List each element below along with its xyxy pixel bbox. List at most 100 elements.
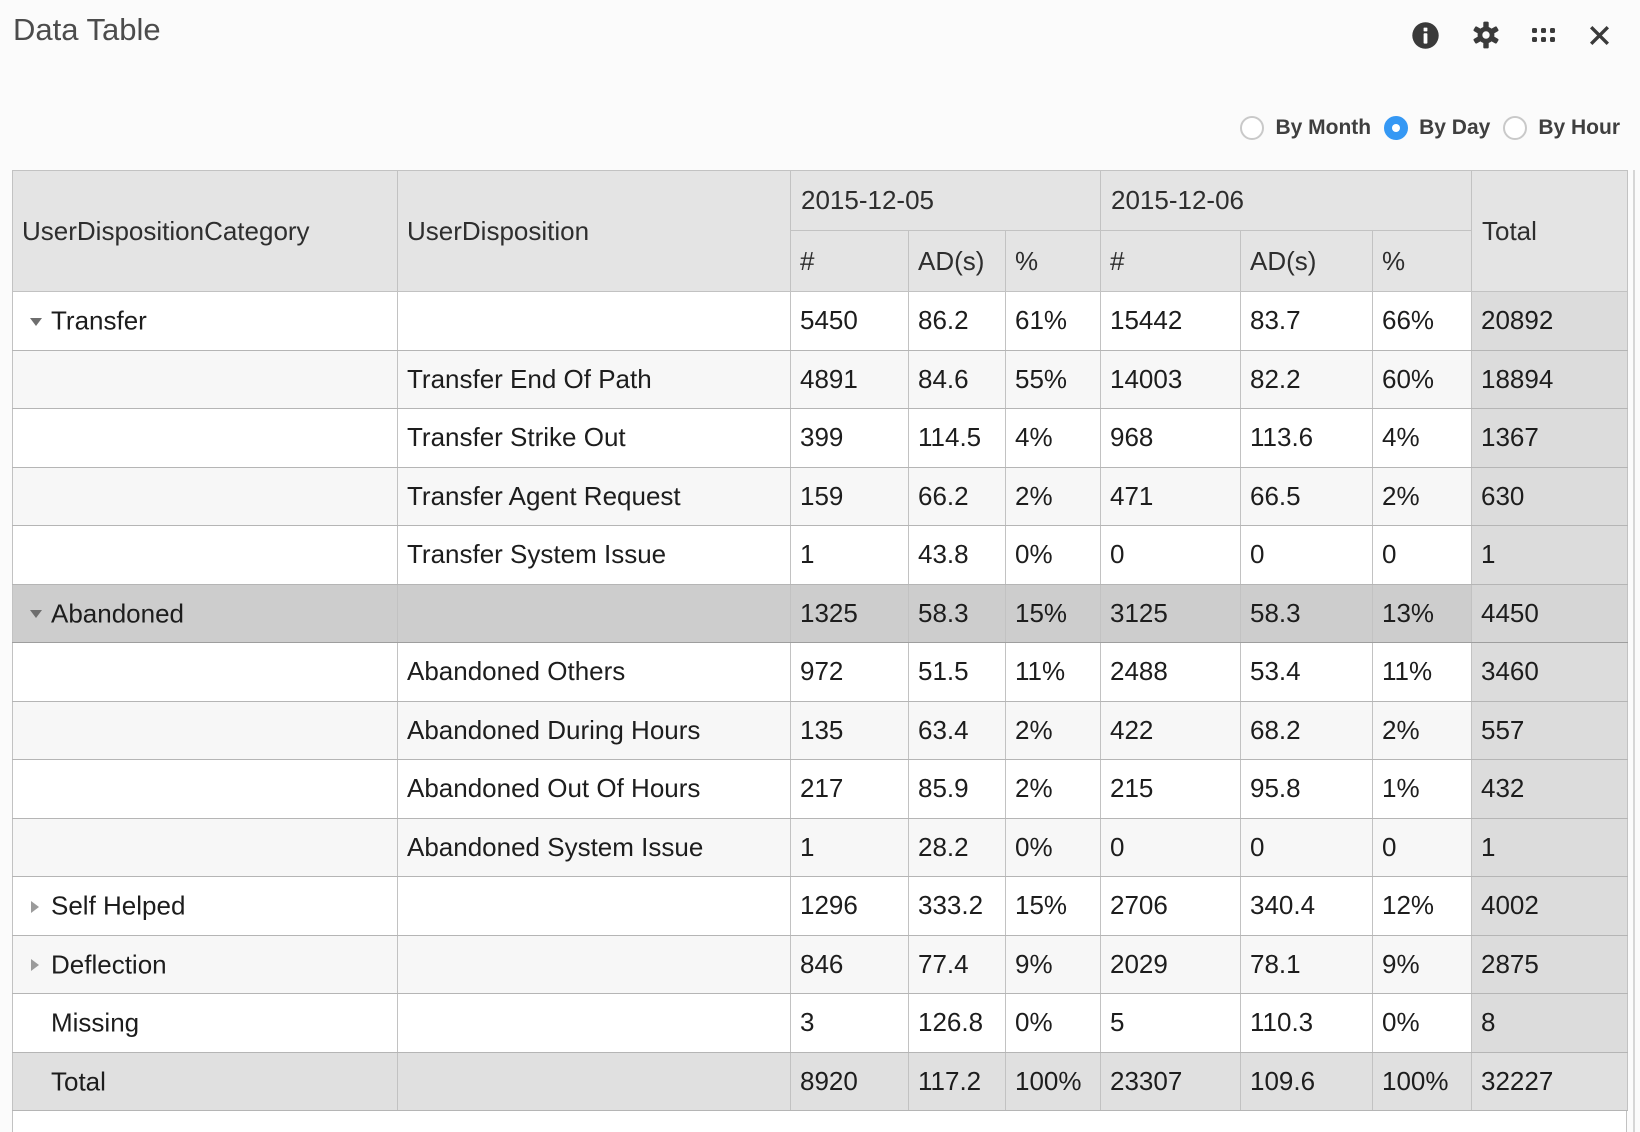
value-cell: 3 [790,993,909,1053]
total-row[interactable]: Total 8920 117.2 100% 23307 109.6 100% 32227 [12,1051,1628,1111]
value-cell: 968 [1100,408,1241,468]
value-cell: 9% [1005,934,1101,994]
value-cell: 2488 [1100,642,1241,702]
category-cell [12,642,398,702]
value-cell: 15442 [1100,291,1241,351]
value-cell: 84.6 [908,349,1006,409]
row-total-cell: 1 [1471,817,1628,877]
radio-by-month[interactable] [1240,116,1265,140]
value-cell: 109.6 [1240,1051,1373,1111]
column-header-date-2: 2015-12-06 [1100,170,1472,231]
value-cell: 333.2 [908,876,1006,936]
data-table-container: UserDispositionCategory UserDisposition … [12,170,1628,1132]
value-cell: 82.2 [1240,349,1373,409]
subheader-count-2: # [1100,230,1241,292]
table-row[interactable]: Abandoned During Hours 135 63.4 2% 422 68.2 2%… [12,700,1628,760]
table-row[interactable]: Abandoned System Issue 1 28.2 0% 0 0 0 1 [12,817,1628,877]
scroll-edge-line [1633,170,1635,1132]
value-cell: 2% [1005,700,1101,760]
radio-by-month-label[interactable]: By Month [1275,116,1372,139]
row-total-cell: 2875 [1471,934,1628,994]
value-cell: 11% [1372,642,1472,702]
radio-by-day-label[interactable]: By Day [1419,116,1491,139]
column-header-disposition: UserDisposition [397,170,791,292]
expand-arrow-icon[interactable] [22,955,51,975]
row-total-cell: 32227 [1471,1051,1628,1111]
category-cell [12,525,398,585]
collapse-arrow-icon[interactable] [22,604,51,624]
disposition-cell [397,993,791,1053]
column-header-total: Total [1471,170,1628,292]
category-label: Total [51,1066,106,1097]
value-cell: 8920 [790,1051,909,1111]
value-cell: 0 [1372,817,1472,877]
value-cell: 2% [1372,700,1472,760]
expand-arrow-icon[interactable] [22,897,51,917]
widget-toolbar [1411,20,1612,50]
table-row[interactable]: Abandoned 1325 58.3 15% 3125 58.3 13% 4450 [12,583,1628,643]
value-cell: 100% [1372,1051,1472,1111]
value-cell: 13% [1372,583,1472,643]
gear-icon[interactable] [1472,21,1500,49]
value-cell: 68.2 [1240,700,1373,760]
value-cell: 95.8 [1240,759,1373,819]
category-label: Missing [51,1008,140,1039]
value-cell: 23307 [1100,1051,1241,1111]
row-total-cell: 630 [1471,466,1628,526]
row-total-cell: 4450 [1471,583,1628,643]
value-cell: 1 [790,817,909,877]
value-cell: 77.4 [908,934,1006,994]
row-total-cell: 18894 [1471,349,1628,409]
category-cell: Transfer [12,291,398,351]
disposition-cell [397,1051,791,1111]
arrow-spacer [22,1072,51,1092]
value-cell: 0% [1005,525,1101,585]
close-icon[interactable] [1587,23,1612,48]
value-cell: 66% [1372,291,1472,351]
value-cell: 4% [1372,408,1472,468]
grid-handle-icon[interactable] [1532,28,1555,42]
value-cell: 61% [1005,291,1101,351]
table-row[interactable]: Self Helped 1296 333.2 15% 2706 340.4 12% 4002 [12,876,1628,936]
disposition-cell: Transfer Agent Request [397,466,791,526]
info-icon[interactable] [1411,21,1440,50]
table-row[interactable]: Transfer System Issue 1 43.8 0% 0 0 0 1 [12,525,1628,585]
disposition-cell: Abandoned During Hours [397,700,791,760]
value-cell: 12% [1372,876,1472,936]
table-row[interactable]: Abandoned Out Of Hours 217 85.9 2% 215 95.8 1%… [12,759,1628,819]
row-total-cell: 8 [1471,993,1628,1053]
value-cell: 5 [1100,993,1241,1053]
value-cell: 1% [1372,759,1472,819]
row-total-cell: 20892 [1471,291,1628,351]
value-cell: 846 [790,934,909,994]
category-label: Abandoned [51,598,185,629]
disposition-cell: Transfer End Of Path [397,349,791,409]
table-row[interactable]: Transfer Agent Request 159 66.2 2% 471 66.5 2%… [12,466,1628,526]
value-cell: 4891 [790,349,909,409]
value-cell: 100% [1005,1051,1101,1111]
value-cell: 1 [790,525,909,585]
value-cell: 117.2 [908,1051,1006,1111]
collapse-arrow-icon[interactable] [22,312,51,332]
value-cell: 0% [1372,993,1472,1053]
arrow-spacer [22,370,51,390]
table-row[interactable]: Transfer 5450 86.2 61% 15442 83.7 66% 20892 [12,291,1628,351]
value-cell: 4% [1005,408,1101,468]
value-cell: 0 [1100,817,1241,877]
category-cell: Missing [12,993,398,1053]
value-cell: 63.4 [908,700,1006,760]
column-header-date-1: 2015-12-05 [790,170,1101,231]
table-row[interactable]: Transfer Strike Out 399 114.5 4% 968 113.6 4% 1… [12,408,1628,468]
radio-by-hour-label[interactable]: By Hour [1538,116,1620,139]
value-cell: 217 [790,759,909,819]
table-row[interactable]: Transfer End Of Path 4891 84.6 55% 14003 82.2… [12,349,1628,409]
radio-by-hour[interactable] [1503,116,1528,140]
radio-by-day[interactable] [1384,116,1409,140]
table-row[interactable]: Deflection 846 77.4 9% 2029 78.1 9% 2875 [12,934,1628,994]
table-row[interactable]: Abandoned Others 972 51.5 11% 2488 53.4 11% 346… [12,642,1628,702]
value-cell: 85.9 [908,759,1006,819]
table-row[interactable]: Missing 3 126.8 0% 5 110.3 0% 8 [12,993,1628,1053]
value-cell: 471 [1100,466,1241,526]
page-title: Data Table [13,12,161,47]
subheader-pct-1: % [1005,230,1101,292]
